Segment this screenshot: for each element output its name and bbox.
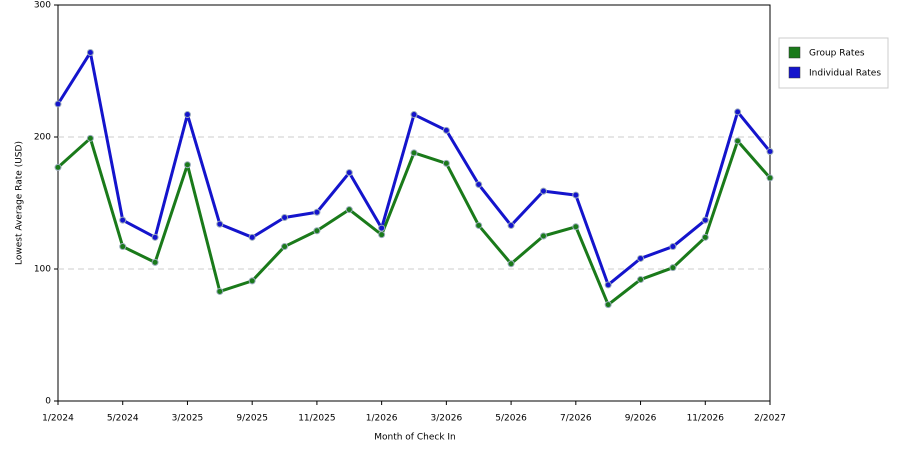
data-point bbox=[378, 224, 386, 232]
x-tick-label: 5/2026 bbox=[495, 414, 527, 424]
data-point bbox=[119, 243, 127, 251]
data-point bbox=[442, 159, 450, 167]
y-tick-label: 200 bbox=[34, 133, 51, 143]
data-point bbox=[604, 301, 612, 309]
data-point bbox=[183, 161, 191, 169]
y-axis-label: Lowest Average Rate (USD) bbox=[15, 141, 25, 265]
data-point bbox=[54, 163, 62, 171]
x-tick-label: 9/2026 bbox=[625, 414, 657, 424]
x-tick-label: 3/2026 bbox=[431, 414, 463, 424]
series-line bbox=[56, 136, 772, 307]
data-point bbox=[669, 243, 677, 251]
data-point bbox=[734, 108, 742, 116]
data-point bbox=[313, 208, 321, 216]
data-point bbox=[572, 191, 580, 199]
legend-box bbox=[778, 37, 889, 89]
data-point bbox=[216, 287, 224, 295]
data-point bbox=[572, 223, 580, 231]
x-tick-label: 1/2026 bbox=[366, 414, 398, 424]
x-tick-label: 1/2024 bbox=[42, 414, 74, 424]
data-point bbox=[151, 233, 159, 241]
data-point bbox=[345, 206, 353, 214]
data-point bbox=[281, 214, 289, 222]
data-point bbox=[119, 216, 127, 224]
data-point bbox=[151, 258, 159, 266]
data-point bbox=[701, 216, 709, 224]
data-point bbox=[539, 232, 547, 240]
data-point bbox=[313, 227, 321, 235]
data-point bbox=[86, 134, 94, 142]
legend-label: Individual Rates bbox=[809, 69, 881, 79]
data-point bbox=[669, 264, 677, 272]
data-point bbox=[54, 100, 62, 108]
data-point bbox=[378, 231, 386, 239]
data-point bbox=[248, 233, 256, 241]
data-point bbox=[216, 220, 224, 228]
y-tick-label: 0 bbox=[45, 397, 51, 407]
x-axis-label: Month of Check In bbox=[374, 433, 456, 443]
data-point bbox=[701, 233, 709, 241]
data-point bbox=[507, 221, 515, 229]
data-point bbox=[637, 276, 645, 284]
x-tick-label: 2/2027 bbox=[754, 414, 786, 424]
plot-frame bbox=[57, 4, 771, 402]
data-point bbox=[604, 281, 612, 289]
data-point bbox=[539, 187, 547, 195]
x-tick-label: 11/2025 bbox=[298, 414, 335, 424]
x-tick-label: 5/2024 bbox=[107, 414, 139, 424]
data-point bbox=[345, 169, 353, 177]
data-point bbox=[248, 277, 256, 285]
data-point bbox=[410, 111, 418, 119]
data-point bbox=[766, 148, 774, 156]
x-tick-label: 7/2026 bbox=[560, 414, 592, 424]
data-point bbox=[507, 260, 515, 268]
x-tick-label: 3/2025 bbox=[172, 414, 204, 424]
legend-label: Group Rates bbox=[809, 49, 865, 59]
data-point bbox=[766, 174, 774, 182]
data-point bbox=[442, 126, 450, 134]
y-tick-label: 300 bbox=[34, 1, 51, 11]
y-tick-label: 100 bbox=[34, 265, 51, 275]
data-point bbox=[183, 111, 191, 119]
x-tick-label: 9/2025 bbox=[236, 414, 268, 424]
data-point bbox=[734, 137, 742, 145]
legend: Group Rates Individual Rates bbox=[778, 37, 889, 89]
data-point bbox=[281, 243, 289, 251]
series-line bbox=[56, 51, 772, 287]
data-point bbox=[475, 221, 483, 229]
legend-swatch bbox=[788, 46, 801, 59]
data-point bbox=[410, 149, 418, 157]
data-point bbox=[475, 181, 483, 189]
data-point bbox=[86, 49, 94, 57]
x-tick-label: 11/2026 bbox=[687, 414, 725, 424]
data-point bbox=[637, 254, 645, 262]
legend-swatch bbox=[788, 66, 801, 79]
